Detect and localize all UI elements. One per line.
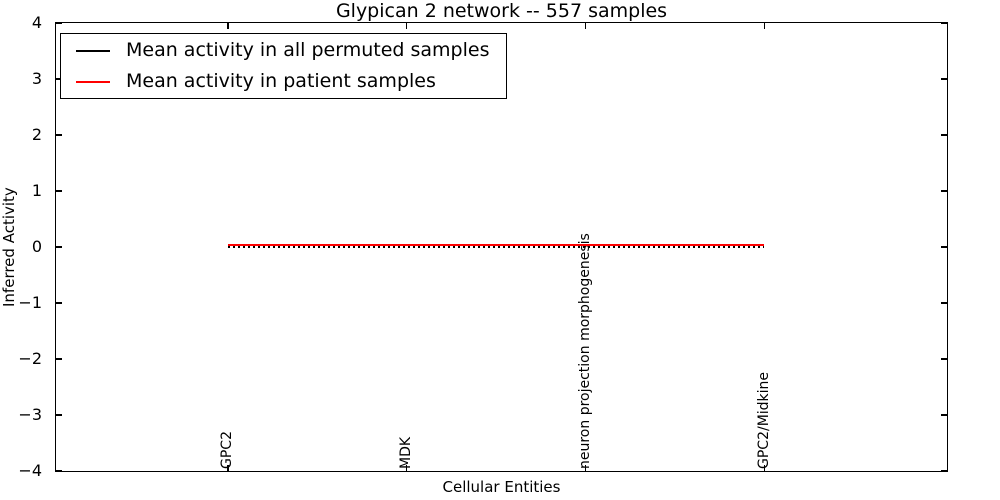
- x-tick-mark: [584, 465, 587, 471]
- y-tick-label: −4: [18, 461, 42, 480]
- y-tick-label: 0: [31, 237, 42, 256]
- x-tick-mark: [763, 23, 766, 29]
- chart-title: Glypican 2 network -- 557 samples: [335, 0, 668, 22]
- y-tick-mark: [941, 470, 947, 472]
- y-tick-mark: [941, 190, 947, 192]
- x-tick-label: neuron projection morphogenesis: [577, 233, 594, 469]
- series-line-patient: [227, 243, 765, 246]
- y-tick-label: −1: [18, 293, 42, 312]
- y-tick-mark: [56, 358, 62, 360]
- legend: Mean activity in all permuted samples Me…: [60, 33, 507, 99]
- y-tick-mark: [56, 134, 62, 136]
- y-tick-mark: [941, 414, 947, 416]
- y-tick-mark: [941, 246, 947, 248]
- y-tick-mark: [56, 246, 62, 248]
- permuted-line-swatch: [76, 49, 110, 52]
- y-tick-mark: [56, 470, 62, 472]
- y-tick-label: 4: [31, 13, 42, 32]
- y-tick-mark: [56, 302, 62, 304]
- x-tick-mark: [584, 23, 587, 29]
- y-tick-label: 1: [31, 181, 42, 200]
- series-line-permuted: [227, 246, 765, 248]
- x-tick-mark: [227, 465, 229, 471]
- patient-line-swatch: [76, 80, 110, 83]
- x-tick-label: GPC2/Midkine: [756, 371, 772, 469]
- y-tick-mark: [56, 78, 62, 80]
- x-tick-mark: [405, 23, 408, 29]
- legend-item-permuted: Mean activity in all permuted samples: [76, 39, 506, 62]
- legend-label-patient: Mean activity in patient samples: [126, 70, 436, 92]
- y-tick-mark: [941, 134, 947, 136]
- x-axis-label: Cellular Entities: [442, 478, 561, 496]
- x-tick-mark: [227, 23, 229, 29]
- x-tick-mark: [405, 465, 408, 471]
- x-tick-label: GPC2: [219, 431, 236, 469]
- y-tick-mark: [56, 190, 62, 192]
- x-tick-mark: [763, 465, 766, 471]
- legend-label-permuted: Mean activity in all permuted samples: [126, 39, 490, 61]
- y-tick-label: 3: [31, 69, 42, 88]
- y-tick-mark: [941, 302, 947, 304]
- y-tick-labels: 4 3 2 1 0 −1 −2 −3 −4: [0, 14, 47, 480]
- y-tick-mark: [941, 358, 947, 360]
- y-tick-label: −3: [18, 405, 42, 424]
- y-tick-mark: [56, 22, 62, 24]
- x-tick-label: MDK: [398, 436, 415, 469]
- y-tick-label: 2: [31, 125, 42, 144]
- y-tick-label: −2: [18, 349, 42, 368]
- y-tick-mark: [941, 78, 947, 80]
- y-tick-mark: [56, 414, 62, 416]
- y-tick-mark: [941, 22, 947, 24]
- legend-item-patient: Mean activity in patient samples: [76, 70, 506, 93]
